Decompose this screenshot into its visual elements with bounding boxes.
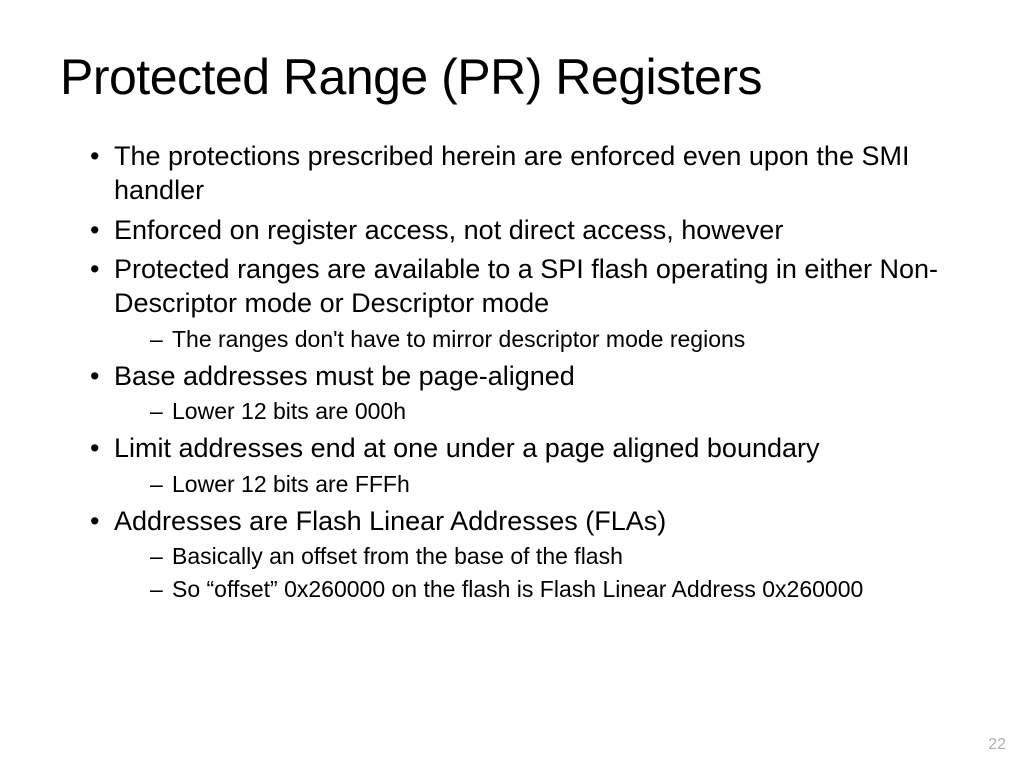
- list-item-text: Protected ranges are available to a SPI …: [114, 254, 938, 318]
- list-item-text: Enforced on register access, not direct …: [114, 215, 783, 245]
- sub-list-item-text: Lower 12 bits are 000h: [172, 398, 406, 424]
- list-item-text: Limit addresses end at one under a page …: [114, 433, 820, 463]
- list-item: The protections prescribed herein are en…: [90, 140, 964, 208]
- sub-bullet-list: The ranges don't have to mirror descript…: [114, 325, 964, 354]
- list-item: Limit addresses end at one under a page …: [90, 432, 964, 499]
- sub-list-item-text: The ranges don't have to mirror descript…: [172, 326, 745, 352]
- sub-list-item: The ranges don't have to mirror descript…: [150, 325, 964, 354]
- sub-bullet-list: Lower 12 bits are FFFh: [114, 470, 964, 499]
- sub-list-item-text: Basically an offset from the base of the…: [172, 543, 623, 569]
- bullet-list: The protections prescribed herein are en…: [60, 140, 964, 604]
- sub-list-item-text: Lower 12 bits are FFFh: [172, 471, 410, 497]
- sub-list-item: Lower 12 bits are FFFh: [150, 470, 964, 499]
- sub-bullet-list: Lower 12 bits are 000h: [114, 397, 964, 426]
- sub-bullet-list: Basically an offset from the base of the…: [114, 542, 964, 604]
- sub-list-item-text: So “offset” 0x260000 on the flash is Fla…: [172, 576, 863, 602]
- list-item-text: The protections prescribed herein are en…: [114, 141, 909, 205]
- list-item: Base addresses must be page-aligned Lowe…: [90, 360, 964, 427]
- list-item: Protected ranges are available to a SPI …: [90, 253, 964, 353]
- list-item-text: Base addresses must be page-aligned: [114, 361, 575, 391]
- page-number: 22: [988, 736, 1006, 754]
- list-item-text: Addresses are Flash Linear Addresses (FL…: [114, 506, 666, 536]
- list-item: Addresses are Flash Linear Addresses (FL…: [90, 505, 964, 604]
- sub-list-item: So “offset” 0x260000 on the flash is Fla…: [150, 575, 964, 604]
- sub-list-item: Lower 12 bits are 000h: [150, 397, 964, 426]
- slide: Protected Range (PR) Registers The prote…: [0, 0, 1024, 768]
- slide-title: Protected Range (PR) Registers: [60, 48, 964, 106]
- list-item: Enforced on register access, not direct …: [90, 214, 964, 248]
- sub-list-item: Basically an offset from the base of the…: [150, 542, 964, 571]
